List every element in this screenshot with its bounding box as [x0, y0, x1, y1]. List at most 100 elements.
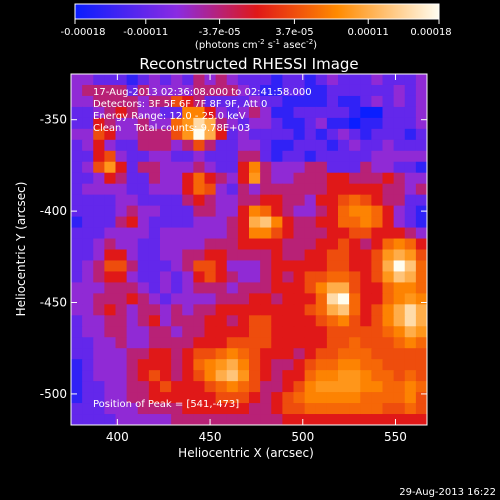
- heatmap-cell: [226, 392, 239, 404]
- heatmap-cell: [215, 381, 228, 393]
- heatmap-cell: [404, 74, 417, 86]
- heatmap-cell: [315, 216, 328, 229]
- heatmap-cell: [171, 194, 183, 207]
- heatmap-cell: [182, 381, 194, 393]
- heatmap-cell: [338, 227, 350, 240]
- heatmap-cell: [249, 271, 261, 284]
- heatmap-cell: [415, 172, 427, 185]
- heatmap-cell: [260, 414, 272, 425]
- heatmap-cell: [126, 414, 139, 425]
- heatmap-cell: [104, 403, 117, 415]
- heatmap-cell: [304, 150, 317, 163]
- heatmap-cell: [137, 315, 150, 327]
- heatmap-cell: [215, 95, 228, 108]
- heatmap-cell: [93, 293, 105, 305]
- heatmap-cell: [326, 282, 339, 294]
- heatmap-cell: [115, 194, 128, 207]
- heatmap-cell: [249, 216, 261, 229]
- heatmap-cell: [171, 161, 183, 174]
- heatmap-cell: [349, 293, 361, 305]
- heatmap-cell: [260, 271, 272, 284]
- heatmap-cell: [282, 161, 295, 174]
- heatmap-cell: [82, 359, 94, 371]
- y-axis-label: Heliocentric Y (arcsec): [14, 182, 28, 317]
- heatmap-cell: [171, 95, 183, 108]
- heatmap-cell: [315, 183, 328, 196]
- heatmap-cell: [115, 359, 128, 371]
- heatmap-cell: [415, 315, 427, 327]
- heatmap-cell: [404, 205, 417, 218]
- heatmap-cell: [115, 227, 128, 240]
- heatmap-cell: [371, 315, 384, 327]
- heatmap-cell: [371, 150, 384, 163]
- heatmap-cell: [204, 282, 217, 294]
- heatmap-cell: [204, 249, 217, 262]
- heatmap-cell: [137, 139, 150, 152]
- heatmap-cell: [326, 172, 339, 185]
- heatmap-cell: [215, 238, 228, 251]
- heatmap-cell: [360, 392, 372, 404]
- heatmap-cell: [338, 84, 350, 97]
- heatmap-cell: [204, 392, 217, 404]
- heatmap-cell: [326, 205, 339, 218]
- heatmap-cell: [360, 205, 372, 218]
- heatmap-cell: [215, 315, 228, 327]
- heatmap-cell: [182, 304, 194, 316]
- heatmap-cell: [371, 392, 384, 404]
- heatmap-cell: [393, 172, 406, 185]
- heatmap-cell: [349, 414, 361, 425]
- heatmap-cell: [271, 392, 283, 404]
- heatmap-cell: [237, 117, 250, 130]
- heatmap-cell: [137, 117, 150, 130]
- heatmap-cell: [404, 370, 417, 382]
- heatmap-cell: [315, 392, 328, 404]
- heatmap-cell: [148, 84, 161, 97]
- heatmap-cell: [415, 370, 427, 382]
- heatmap-cell: [226, 381, 239, 393]
- heatmap-cell: [415, 403, 427, 415]
- heatmap-cell: [382, 161, 395, 174]
- heatmap-cell: [226, 293, 239, 305]
- heatmap-cell: [82, 84, 94, 97]
- heatmap-cell: [82, 74, 94, 86]
- heatmap-cell: [193, 95, 206, 108]
- heatmap-cell: [282, 249, 295, 262]
- heatmap-cell: [260, 194, 272, 207]
- heatmap-cell: [204, 304, 217, 316]
- heatmap-cell: [371, 194, 384, 207]
- heatmap-cell: [104, 304, 117, 316]
- heatmap-cell: [271, 205, 283, 218]
- heatmap-cell: [115, 304, 128, 316]
- heatmap-cell: [171, 84, 183, 97]
- heatmap-cell: [115, 414, 128, 425]
- heatmap-cell: [204, 95, 217, 108]
- heatmap-cell: [415, 326, 427, 338]
- heatmap-cell: [304, 249, 317, 262]
- heatmap-cell: [293, 95, 306, 108]
- heatmap-cell: [71, 249, 83, 262]
- heatmap-cell: [104, 84, 117, 97]
- heatmap-cell: [204, 227, 217, 240]
- heatmap-cell: [182, 293, 194, 305]
- heatmap-cell: [160, 271, 172, 284]
- heatmap-cell: [326, 106, 339, 119]
- heatmap-cell: [160, 117, 172, 130]
- heatmap-cell: [315, 293, 328, 305]
- heatmap-cell: [304, 205, 317, 218]
- heatmap-cell: [93, 370, 105, 382]
- heatmap-cell: [237, 381, 250, 393]
- heatmap-cell: [338, 260, 350, 273]
- heatmap-cell: [349, 194, 361, 207]
- heatmap-cell: [137, 150, 150, 163]
- heatmap-cell: [326, 139, 339, 152]
- heatmap-cell: [293, 304, 306, 316]
- heatmap-cell: [382, 403, 395, 415]
- heatmap-cell: [137, 238, 150, 251]
- heatmap-cell: [271, 414, 283, 425]
- info-detectors: Detectors: 3F 5F 6F 7F 8F 9F, Att 0: [93, 99, 267, 110]
- heatmap-cell: [282, 403, 295, 415]
- heatmap-cell: [271, 348, 283, 360]
- heatmap-cell: [160, 95, 172, 108]
- heatmap-cell: [82, 227, 94, 240]
- heatmap-cell: [382, 194, 395, 207]
